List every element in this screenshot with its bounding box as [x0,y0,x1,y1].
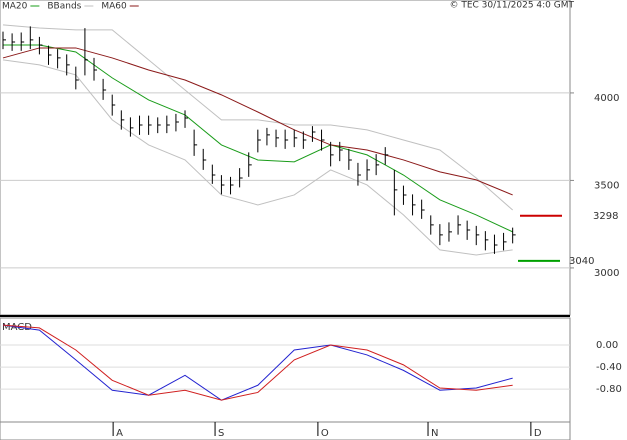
ohlc-bar [29,26,34,50]
ohlc-bar [302,131,307,149]
ohlc-bar [57,49,61,69]
macd-panel [0,317,571,423]
y-tick-label: -0.40 [596,362,622,373]
ohlc-bar [157,117,161,134]
ohlc-bar [102,78,107,100]
macd-line [2,324,513,401]
ohlc-bar [11,33,16,51]
ohlc-bar [202,148,207,170]
y-tick-label: 4000 [594,93,619,104]
ohlc-bar [293,129,298,148]
ohlc-bar [457,215,462,235]
ohlc-bar [339,141,343,162]
ohlc-bar [248,152,252,177]
ohlc-bar [348,148,352,170]
ohlc-bar [66,54,70,76]
ohlc-bar [175,113,179,132]
ohlc-bar [375,154,380,176]
ohlc-bar [166,115,170,134]
ohlc-bar [512,227,516,244]
macd-line [2,324,513,401]
ohlc-bar [111,94,116,116]
ohlc-bar [84,28,88,76]
ohlc-bar [2,31,7,50]
ohlc-bar [139,115,143,135]
ohlc-bar [321,129,325,151]
ohlc-bar [421,199,425,219]
x-tick-label: D [534,428,542,439]
legend-label: MA20 [2,2,28,12]
credit: © TEC 30/11/2025 4:0 GMT [449,1,574,11]
overlay-line [2,59,513,256]
ohlc-bar [220,175,225,195]
ohlc-bar [284,129,289,149]
x-tick-label: S [218,428,224,439]
ohlc-bar [148,115,152,135]
ohlc-bar [129,117,134,137]
x-axis-band [0,421,571,440]
ohlc-bar [384,147,389,165]
ohlc-bar [75,66,79,90]
ohlc-bar [430,215,434,235]
ohlc-bar [239,168,243,188]
ohlc-bar [475,225,480,246]
ohlc-bar [484,231,489,251]
ohlc-bar [466,220,471,240]
overlay-line [2,47,513,196]
ohlc-bar [439,224,443,246]
ohlc-bar [230,176,234,195]
y-tick-label: 3000 [594,268,619,279]
legend-label: BBands [47,2,81,12]
ohlc-bar [266,127,270,146]
ohlc-bar [275,129,280,148]
ohlc-bar [20,32,25,51]
ohlc-bar [257,129,261,153]
ohlc-bar [448,222,452,242]
legend-label: MA60 [101,2,127,12]
ohlc-bar [120,110,125,130]
y-tick-label: 0.00 [596,340,618,351]
ohlc-bar [311,126,316,142]
ohlc-bar [211,164,216,184]
x-tick-label: N [431,428,438,439]
overlay-line [2,24,513,211]
ohlc-bar [503,232,507,251]
ohlc-bar [357,162,361,186]
ohlc-bar [48,45,52,65]
level-label: 3040 [569,256,594,267]
ohlc-bar [93,57,98,81]
ohlc-bar [366,159,371,181]
ohlc-bar [184,110,189,128]
ohlc-bar [38,36,43,55]
ohlc-bar [193,129,198,156]
overlay-line [3,44,513,233]
level-label: 3298 [593,211,618,222]
ohlc-bar [493,234,498,254]
x-tick-label: O [321,428,329,439]
ohlc-bar [330,141,334,167]
main-panel [0,0,571,316]
x-tick-label: A [116,428,123,439]
y-tick-label: 3500 [594,180,619,191]
ohlc-bar [402,185,407,205]
ohlc-bar [412,194,416,216]
y-tick-label: -0.80 [596,384,622,395]
ohlc-bar [393,169,398,216]
